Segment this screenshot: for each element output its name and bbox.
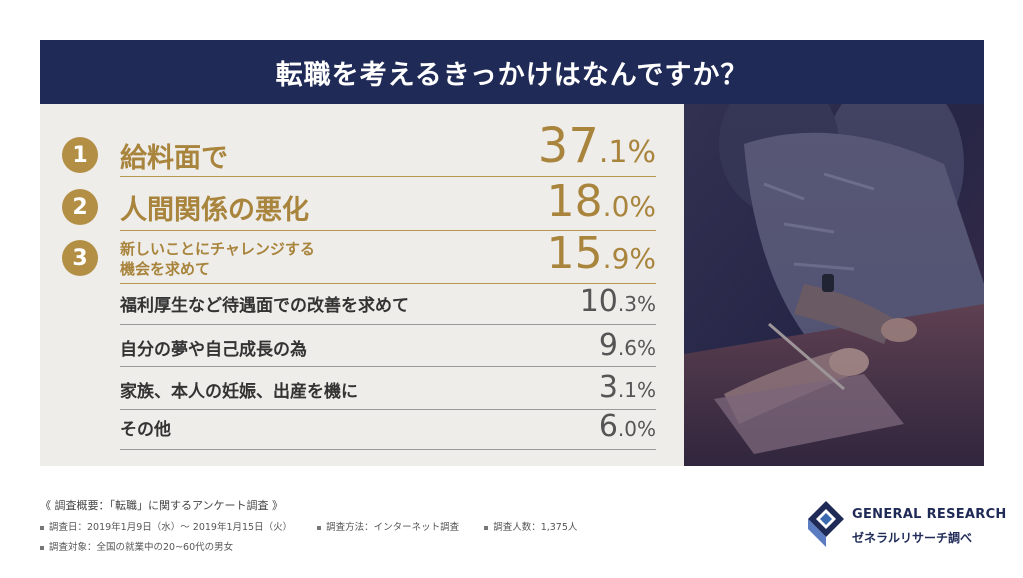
row-label-6: 家族、本人の妊娠、出産を機に xyxy=(120,382,358,402)
rank-badge-1: 1 xyxy=(62,137,98,173)
row-label-3-line1: 新しいことにチャレンジする xyxy=(120,240,315,258)
divider-4 xyxy=(120,324,656,325)
background-photo xyxy=(684,104,984,466)
divider-7 xyxy=(120,449,656,450)
row-value-7: 6.0% xyxy=(599,409,656,444)
row-label-1: 給料面で xyxy=(120,143,228,174)
survey-meta-line-2: 調査対象：全国の就業中の20~60代の男女 xyxy=(40,539,599,553)
row-label-2: 人間関係の悪化 xyxy=(120,195,309,226)
general-research-logo: GENERAL RESEARCH ゼネラルリサーチ調べ xyxy=(806,495,1006,555)
value-int-1: 37 xyxy=(537,118,599,174)
survey-footer: 《 調査概要：「転職」に関するアンケート調査 》 調査日：2019年1月9日（水… xyxy=(40,497,599,553)
row-label-3-line2: 機会を求めて xyxy=(120,260,211,278)
value-dec-2: .0% xyxy=(602,190,656,223)
divider-2 xyxy=(120,230,656,231)
value-dec-3: .9% xyxy=(602,242,656,275)
row-label-7: その他 xyxy=(120,420,171,440)
rank-badge-3: 3 xyxy=(62,240,98,276)
survey-target: 調査対象：全国の就業中の20~60代の男女 xyxy=(40,542,233,553)
row-label-4: 福利厚生など待遇面での改善を求めて xyxy=(120,296,409,316)
rank-badge-2: 2 xyxy=(62,189,98,225)
survey-count: 調査人数：1,375人 xyxy=(484,522,577,533)
survey-method-text: 調査方法：インターネット調査 xyxy=(326,522,460,533)
divider-3 xyxy=(120,283,656,284)
row-value-2: 18.0% xyxy=(547,176,656,227)
results-panel: 1 給料面で 37.1% 2 人間関係の悪化 18.0% 3 新しいことにチャレ… xyxy=(40,104,684,466)
row-value-6: 3.1% xyxy=(599,370,656,405)
chart-title: 転職を考えるきっかけはなんですか？ xyxy=(40,40,984,104)
survey-target-text: 調査対象：全国の就業中の20~60代の男女 xyxy=(49,542,234,553)
value-int-2: 18 xyxy=(546,176,603,227)
divider-1 xyxy=(120,176,656,177)
value-int-3: 15 xyxy=(546,228,603,279)
survey-method: 調査方法：インターネット調査 xyxy=(317,522,459,533)
logo-subtitle: ゼネラルリサーチ調べ xyxy=(852,531,973,545)
logo-name: GENERAL RESEARCH xyxy=(852,507,1007,522)
divider-6 xyxy=(120,409,656,410)
row-label-3: 新しいことにチャレンジする 機会を求めて xyxy=(120,239,315,279)
value-int-4: 10 xyxy=(579,284,618,319)
value-int-6: 3 xyxy=(598,370,618,405)
row-value-4: 10.3% xyxy=(580,284,656,319)
value-int-7: 6 xyxy=(598,409,618,444)
survey-meta-line-1: 調査日：2019年1月9日（水）～ 2019年1月15日（火） 調査方法：インタ… xyxy=(40,519,599,533)
value-dec-7: .0% xyxy=(617,417,656,441)
value-dec-1: .1% xyxy=(598,135,656,170)
divider-5 xyxy=(120,366,656,367)
value-dec-6: .1% xyxy=(617,378,656,402)
survey-title: 《 調査概要：「転職」に関するアンケート調査 》 xyxy=(40,499,284,512)
row-value-1: 37.1% xyxy=(538,118,656,174)
row-label-5: 自分の夢や自己成長の為 xyxy=(120,340,307,360)
value-dec-4: .3% xyxy=(617,292,656,316)
survey-period: 調査日：2019年1月9日（水）～ 2019年1月15日（火） xyxy=(40,522,292,533)
row-value-5: 9.6% xyxy=(599,328,656,363)
survey-period-text: 調査日：2019年1月9日（水）～ 2019年1月15日（火） xyxy=(49,522,293,533)
survey-count-text: 調査人数：1,375人 xyxy=(493,522,578,533)
value-int-5: 9 xyxy=(598,328,618,363)
value-dec-5: .6% xyxy=(617,336,656,360)
row-value-3: 15.9% xyxy=(547,228,656,279)
logo-mark-icon xyxy=(808,501,844,547)
